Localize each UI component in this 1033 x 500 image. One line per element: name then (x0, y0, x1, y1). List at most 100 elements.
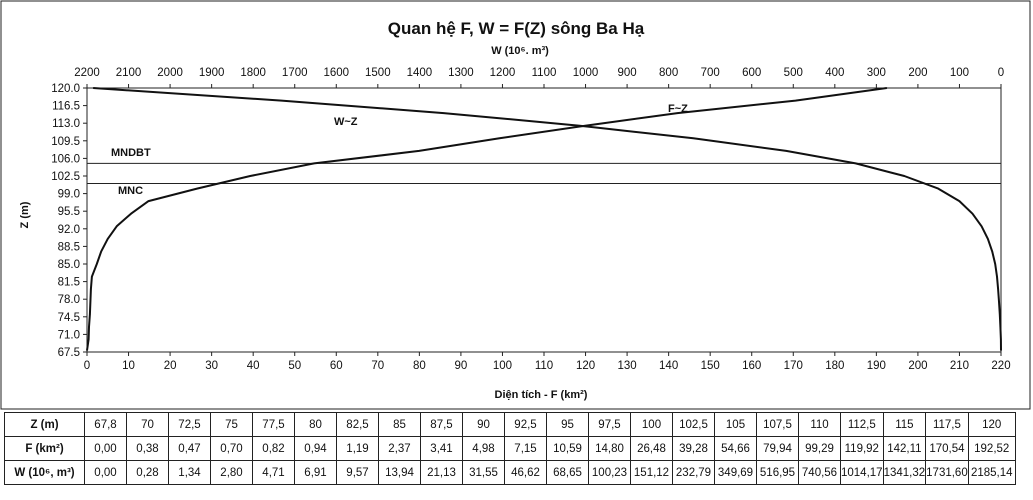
y-tick-label: 92.0 (58, 224, 80, 236)
data-point (991, 250, 993, 253)
table-cell: 100,23 (588, 460, 631, 485)
table-cell: 0,47 (168, 436, 211, 461)
data-point (855, 162, 857, 165)
y-tick-label: 109.5 (51, 136, 80, 148)
x-bottom-tick-label: 200 (908, 360, 927, 372)
table-cell: 90 (462, 412, 505, 437)
table-cell: 0,94 (294, 436, 337, 461)
x-bottom-tick-label: 60 (330, 360, 343, 372)
table-cell: 0,70 (210, 436, 253, 461)
data-point (130, 213, 132, 215)
table-cell: 6,91 (294, 460, 337, 485)
x-top-tick-label: 400 (825, 67, 844, 79)
y-tick-label: 102.5 (51, 171, 80, 183)
x-top-tick-label: 500 (784, 67, 803, 79)
data-point (90, 288, 92, 290)
x-bottom-tick-label: 220 (991, 360, 1010, 372)
table-cell: 67,8 (84, 412, 127, 437)
x-bottom-tick-label: 130 (617, 360, 636, 372)
table-cell: 82,5 (336, 412, 379, 437)
data-point (196, 187, 198, 190)
y-axis-label: Z (m) (19, 201, 31, 228)
series-group (86, 87, 1002, 352)
table-cell: 70 (126, 412, 169, 437)
table-cell: 9,57 (336, 460, 379, 485)
x-top-tick-label: 600 (742, 67, 761, 79)
table-cell: 99,29 (798, 436, 841, 461)
table-cell: 4,71 (252, 460, 295, 485)
y-tick-label: 113.0 (52, 118, 80, 130)
series-label-fz: F~Z (668, 103, 688, 115)
y-tick-label: 81.5 (58, 277, 80, 289)
table-cell: 1014,17 (840, 460, 884, 485)
data-point (89, 313, 91, 315)
x-top-tick-label: 1600 (323, 67, 349, 79)
table-cell: 516,95 (756, 460, 799, 485)
y-tick-label: 88.5 (58, 241, 80, 253)
x-bottom-tick-label: 160 (742, 360, 761, 372)
table-cell: 2185,14 (967, 460, 1016, 485)
table-cell: 31,55 (462, 460, 505, 485)
table-cell: 4,98 (462, 436, 505, 461)
table-cell: 349,69 (714, 460, 757, 485)
x-top-tick-label: 2200 (74, 67, 100, 79)
table-row: F (km²) 0,00 0,38 0,47 0,70 0,82 0,94 1,19 2,37 3… (4, 436, 1016, 461)
data-point (418, 150, 420, 152)
data-point (1000, 349, 1002, 352)
table-cell: 77,5 (252, 412, 295, 437)
x-top-tick-label: 2000 (157, 67, 183, 79)
x-bottom-tick-label: 100 (493, 360, 512, 372)
table-cell: 1,19 (336, 436, 379, 461)
x-top-tick-label: 100 (950, 67, 969, 79)
x-top-tick-label: 1400 (407, 67, 433, 79)
x-top-tick-label: 200 (908, 67, 927, 79)
data-point (147, 200, 150, 202)
table-cell: 72,5 (168, 412, 211, 437)
y-tick-label: 74.5 (58, 312, 80, 324)
data-point (87, 338, 90, 341)
data-point (249, 175, 251, 177)
table-cell: 0,38 (126, 436, 169, 461)
row-header: F (km²) (4, 436, 85, 461)
x-bottom-tick-label: 120 (576, 360, 595, 372)
table-cell: 117,5 (925, 412, 969, 437)
data-point (280, 99, 283, 102)
table-cell: 97,5 (588, 412, 631, 437)
row-header: Z (m) (4, 412, 85, 437)
bottom-axis-label: Diện tích - F (km²) (495, 389, 588, 401)
data-point (998, 301, 1000, 303)
data-point (999, 313, 1001, 315)
data-point (996, 275, 998, 278)
data-point (886, 87, 888, 89)
data-point (999, 326, 1002, 328)
table-cell: 26,48 (630, 436, 673, 461)
table-cell: 0,82 (252, 436, 295, 461)
table-cell: 120 (967, 412, 1016, 437)
x-bottom-tick-label: 210 (950, 360, 969, 372)
table-cell: 75 (210, 412, 253, 437)
data-point (971, 213, 974, 215)
data-point (88, 326, 90, 328)
x-top-tick-label: 1500 (365, 67, 391, 79)
x-bottom-tick-label: 190 (867, 360, 886, 372)
table-cell: 14,80 (588, 436, 631, 461)
y-tick-label: 99.0 (58, 189, 80, 201)
table-cell: 170,54 (925, 436, 969, 461)
x-top-tick-label: 1900 (199, 67, 225, 79)
x-bottom-tick-label: 30 (205, 360, 218, 372)
x-top-tick-label: 1300 (448, 67, 474, 79)
table-cell: 7,15 (504, 436, 547, 461)
chart: Quan hệ F, W = F(Z) sông Ba Hạ W (10⁶. m… (0, 0, 1031, 410)
table-cell: 87,5 (420, 412, 463, 437)
x-bottom-tick-label: 180 (825, 360, 844, 372)
data-point (937, 187, 939, 190)
x-bottom-tick-label: 170 (784, 360, 803, 372)
x-top-tick-label: 1700 (282, 67, 308, 79)
data-table: Z (m) 67,8 70 72,5 75 77,5 80 82,5 85 87,5 90 92,5 9… (4, 412, 1016, 485)
table-cell: 39,28 (672, 436, 715, 461)
table-cell: 79,94 (756, 436, 799, 461)
table-cell: 115 (882, 412, 927, 437)
table-cell: 3,41 (420, 436, 463, 461)
data-point (1000, 338, 1002, 341)
table-cell: 92,5 (504, 412, 547, 437)
